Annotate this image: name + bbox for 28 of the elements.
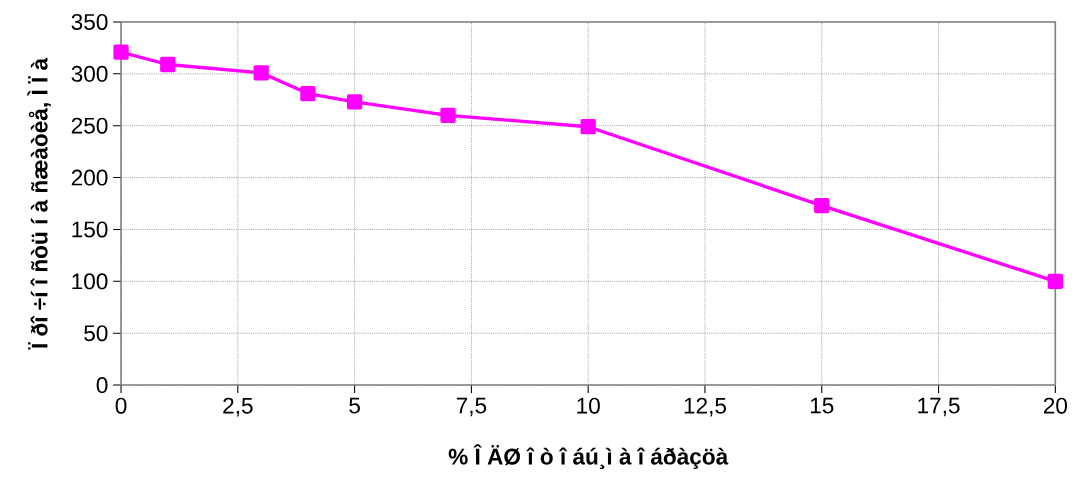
y-tick-label: 100 [72, 273, 108, 290]
point [1047, 273, 1063, 289]
x-tick-label: 12,5 [684, 397, 726, 417]
x-tick-label: 0 [115, 397, 127, 414]
x-axis-title: % Î ÄØ î ò î áú¸ì à î áðàçöà [448, 444, 729, 469]
x-tick-label: 5 [349, 397, 360, 414]
point [253, 65, 269, 81]
y-tick-label: 200 [71, 169, 108, 186]
y-tick-label: 250 [71, 117, 108, 134]
x-tick-label: 20 [1043, 397, 1068, 414]
point [113, 44, 129, 60]
point [814, 197, 830, 214]
y-tick-label: 150 [72, 221, 108, 238]
x-tick-label: 2,5 [223, 397, 253, 417]
y-tick-label: 0 [96, 376, 108, 393]
y-tick-label: 50 [84, 325, 108, 342]
x-tick-label: 17,5 [918, 397, 960, 417]
y-axis-title: Ï ðî ÷í î ñòü í à ñæàòèå, Ì Ï à [27, 57, 51, 350]
point [346, 94, 363, 110]
point [300, 85, 316, 102]
y-tick-label: 350 [71, 13, 108, 30]
point [440, 107, 456, 123]
x-tick-label: 7,5 [456, 397, 487, 417]
x-tick-label: 15 [810, 397, 834, 414]
point [580, 118, 596, 135]
y-tick-label: 300 [71, 65, 108, 82]
point [160, 56, 176, 72]
x-tick-label: 10 [577, 397, 600, 414]
